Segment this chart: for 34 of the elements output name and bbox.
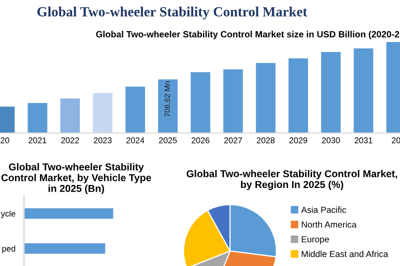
bar (60, 98, 80, 133)
y-tick-label: ycle (0, 210, 16, 218)
legend-label: Middle East and Africa (302, 250, 388, 258)
bar (158, 79, 178, 133)
x-tick-label: 2024 (126, 137, 144, 144)
bar (190, 72, 210, 133)
bar (223, 69, 243, 133)
x-tick-label: 2031 (354, 137, 372, 144)
x-tick-label: 2029 (289, 137, 308, 144)
chart-title: Global Two-wheeler Stability Control Market, by Region In 2025 (%) (186, 170, 398, 190)
y-tick-label: ped (2, 245, 16, 254)
x-tick-label: 2027 (224, 137, 242, 144)
x-tick-label: 2028 (256, 137, 275, 144)
x-tick-label: 2023 (94, 137, 112, 144)
bar (126, 86, 146, 133)
legend-label: Europe (302, 236, 329, 244)
x-tick-label: 2021 (28, 137, 46, 144)
chart-title: Global Two-wheeler Stability Control Market (37, 6, 308, 20)
bar (288, 58, 308, 133)
x-tick-label: 20 (392, 137, 400, 144)
bar (321, 52, 341, 133)
bar (28, 102, 48, 133)
legend-label: Asia Pacific (301, 206, 346, 213)
bar (256, 62, 276, 133)
legend-label: North America (302, 221, 357, 228)
chart-title: Global Two-wheeler Stability Control Market, by Vehicle Type in 2025 (Bn) (1, 163, 152, 194)
chart-subtitle: Global Two-wheeler Stability Control Market size in USD Billion (2020-2 (96, 30, 400, 40)
x-tick-label: 20 (0, 137, 10, 144)
x-tick-label: 2030 (322, 137, 340, 144)
x-tick-label: 2022 (61, 137, 79, 144)
x-tick-label: 2025 (159, 137, 177, 144)
bar (354, 48, 374, 133)
bar (92, 92, 112, 133)
x-tick-label: 2026 (192, 137, 210, 144)
